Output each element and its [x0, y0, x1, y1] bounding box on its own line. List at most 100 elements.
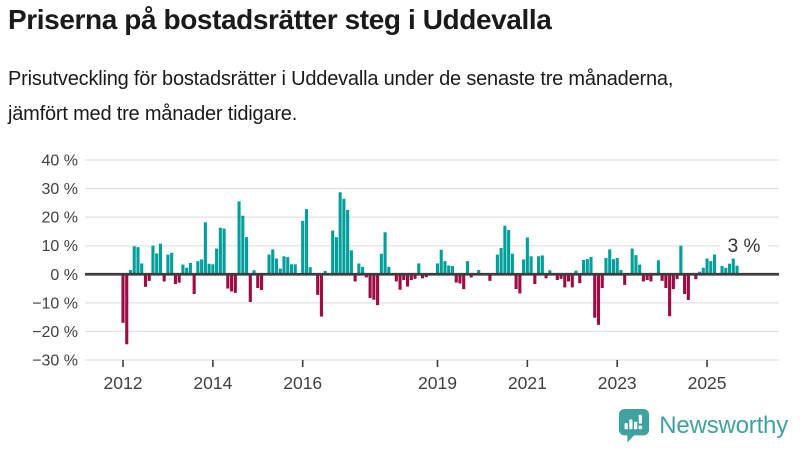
bar [188, 262, 192, 275]
bar [338, 192, 342, 275]
bar [304, 209, 309, 275]
bar [709, 261, 713, 275]
bar [170, 252, 174, 275]
bar [420, 274, 425, 279]
bar [376, 274, 380, 306]
bar [316, 274, 320, 295]
bar [611, 259, 616, 275]
bar [398, 274, 402, 290]
bar [559, 274, 563, 279]
bar [465, 261, 469, 275]
bar [443, 261, 447, 275]
bar [593, 274, 597, 318]
bar [495, 254, 499, 275]
bar [162, 274, 166, 282]
bar [499, 248, 503, 275]
bar [537, 256, 541, 275]
y-axis-tick-label: −30 % [32, 353, 78, 370]
bar-chart-speech-bubble-icon [619, 408, 650, 443]
bar [675, 274, 679, 280]
bar [259, 274, 264, 290]
newsworthy-logo-text: Newsworthy [659, 411, 788, 439]
bar [724, 267, 728, 275]
bar [200, 259, 204, 275]
bar [574, 270, 578, 275]
bar [514, 274, 518, 290]
bar [177, 274, 181, 283]
bar [372, 274, 376, 300]
y-axis-tick-label: 0 % [50, 267, 78, 284]
bar [379, 253, 383, 275]
bar [544, 274, 548, 279]
bar [203, 222, 207, 275]
bar [185, 267, 189, 275]
bar [143, 274, 148, 287]
bar [181, 264, 185, 275]
bar [331, 230, 335, 275]
bar [735, 265, 739, 275]
bar [668, 274, 672, 317]
bar [192, 274, 196, 294]
bar [713, 254, 717, 275]
bar [241, 215, 245, 275]
bar [435, 263, 440, 275]
x-axis-tick-label: 2025 [688, 373, 727, 393]
y-axis-tick-label: −10 % [32, 295, 78, 312]
x-axis-tick-label: 2012 [104, 373, 143, 393]
newsworthy-logo[interactable]: Newsworthy [617, 407, 788, 444]
bar [349, 250, 353, 275]
bar [121, 274, 125, 323]
last-value-label: 3 % [728, 236, 761, 257]
bar [503, 225, 507, 275]
bar [525, 237, 529, 275]
bar [570, 274, 574, 288]
bar [701, 267, 705, 275]
bar [671, 274, 675, 290]
bar [566, 274, 571, 282]
bar [125, 274, 129, 345]
bar [439, 249, 443, 275]
bar [447, 265, 451, 275]
bar [136, 247, 140, 275]
bar [555, 274, 559, 280]
bar [147, 274, 151, 281]
bar [218, 227, 222, 275]
bar [158, 243, 162, 275]
bar [278, 268, 282, 275]
bar [357, 263, 361, 275]
bar [364, 274, 368, 278]
x-axis-tick-label: 2023 [598, 373, 637, 393]
bar [211, 264, 215, 275]
bar [581, 260, 586, 275]
bar [222, 228, 226, 275]
bar [623, 274, 627, 285]
bar [402, 274, 406, 280]
bar [215, 248, 219, 275]
bar [166, 254, 170, 275]
bar [413, 274, 417, 279]
bar [578, 274, 582, 284]
bar [323, 270, 327, 275]
bar [656, 260, 660, 275]
bar [383, 232, 387, 275]
bar [507, 230, 511, 275]
bar [132, 246, 136, 275]
bar [289, 264, 294, 275]
bar [641, 274, 645, 282]
bar [252, 270, 256, 275]
x-axis-tick-label: 2019 [418, 373, 457, 393]
bar [233, 274, 237, 293]
y-axis-tick-label: 10 % [42, 238, 78, 255]
bar [207, 263, 211, 275]
bar [548, 270, 552, 275]
y-axis-tick-label: 30 % [42, 181, 78, 198]
bar [596, 274, 601, 325]
bar [589, 256, 593, 275]
bar [638, 264, 642, 275]
bar [686, 274, 690, 300]
bar [308, 267, 312, 275]
bar [409, 274, 413, 280]
bar [256, 274, 260, 288]
